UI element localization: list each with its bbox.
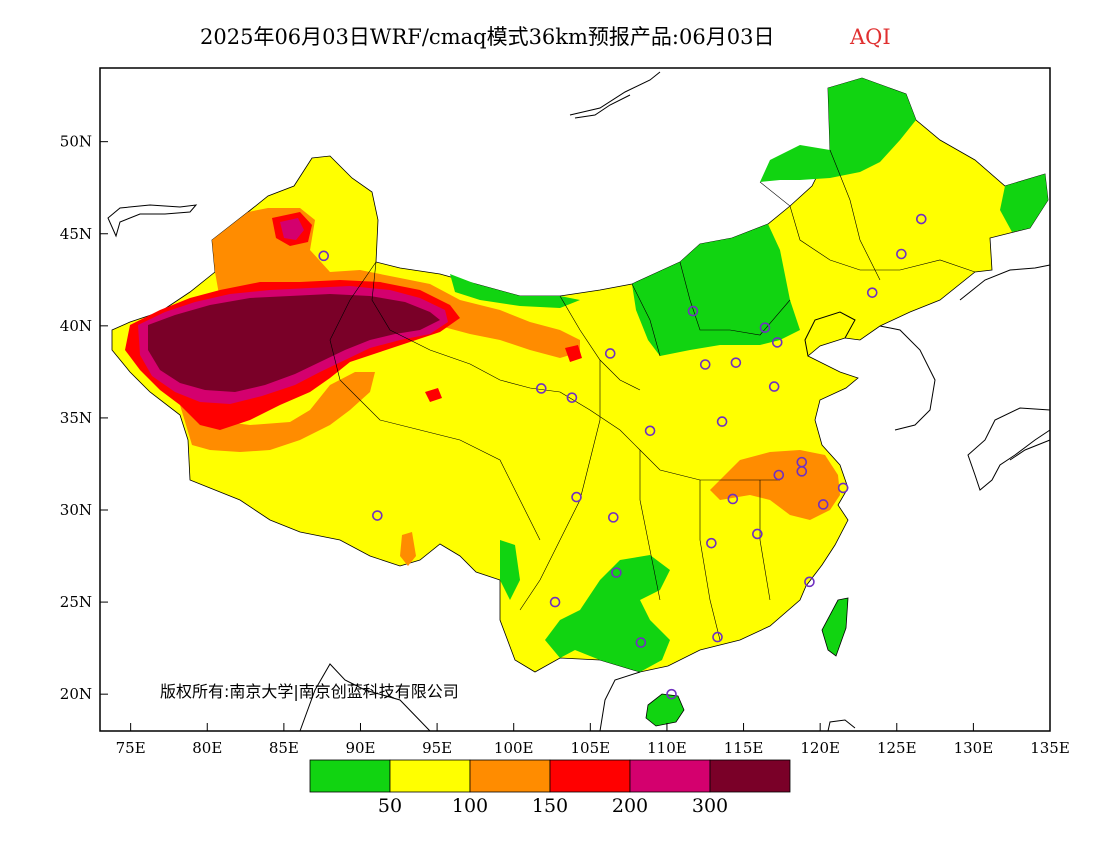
x-tick-label: 90E [345,739,375,757]
color-legend: 50 100 150 200 300 [309,759,791,817]
y-tick-label: 50N [60,133,92,151]
map-content [111,77,1049,727]
x-tick-label: 130E [954,739,994,757]
city-marker [604,348,616,359]
legend-label: 100 [452,795,488,817]
city-marker [837,482,849,494]
city-marker [549,596,561,608]
y-tick-label: 25N [60,593,92,611]
legend-label: 200 [612,795,648,817]
city-marker [706,537,717,549]
city-marker [318,250,330,262]
city-marker [915,213,927,225]
legend-swatch [469,759,551,793]
city-marker [896,248,907,260]
city-marker [730,357,742,368]
aqi-region-green-southwest [500,540,520,600]
coastline-korea-japan [879,264,1051,491]
city-marker [699,359,711,370]
aqi-region-red-spot-a [425,388,442,402]
city-marker [759,322,771,333]
y-tick-label: 30N [60,501,92,519]
aqi-region-green-northeast [760,78,916,182]
map-frame-border [99,67,1051,732]
x-tick-label: 95E [422,739,452,757]
aqi-region-orange-tibet [400,532,416,566]
city-marker [644,425,656,437]
legend-swatch [709,759,791,793]
aqi-region-orange-east [710,450,840,520]
city-markers [318,213,927,700]
legend-swatch [549,759,631,793]
map-title: 2025年06月03日WRF/cmaq模式36km预报产品:06月03日 [200,25,774,49]
legend-label: 300 [692,795,728,817]
x-tick-label: 120E [800,739,840,757]
x-tick-label: 110E [647,739,687,757]
city-marker [804,576,815,588]
y-tick-label: 20N [60,685,92,703]
legend-swatch [309,759,391,793]
city-marker [716,416,728,427]
aqi-region-orange-northwest [212,208,580,358]
taiwan-island [821,597,849,657]
coastline-southeast-asia [299,663,856,732]
legend-label: 150 [532,795,568,817]
city-marker [712,631,723,643]
legend-label: 50 [378,795,402,817]
coastline-bohai [804,311,856,357]
x-tick-label: 115E [724,739,764,757]
y-tick-label: 45N [60,225,92,243]
aqi-region-green-north [632,224,800,356]
aqi-region-red-spot-b [565,345,582,362]
x-tick-label: 85E [269,739,299,757]
x-tick-label: 80E [192,739,222,757]
city-marker [773,469,785,481]
aqi-region-magenta-north [280,218,304,240]
copyright-text: 版权所有:南京大学|南京创蓝科技有限公司 [160,682,459,701]
city-marker [817,499,829,510]
legend-swatch [629,759,711,793]
aqi-region-green-northwest-strip [450,274,580,308]
aqi-region-orange-southwest [180,372,375,452]
city-marker [768,381,780,392]
x-tick-label: 135E [1030,739,1070,757]
city-marker [866,287,878,298]
aqi-region-green-east [1000,174,1048,232]
y-tick-label: 40N [60,317,92,335]
hainan-island [645,693,685,727]
city-marker [611,567,622,578]
coastline-caspian [107,204,198,238]
y-tick-label: 35N [60,409,92,427]
city-marker [535,383,547,394]
x-tick-label: 125E [877,739,917,757]
city-marker [571,491,582,503]
city-marker [608,512,619,523]
x-axis: 75E 80E 85E 90E 95E 100E 105E 110E 115E 120E 125E 1… [116,723,1070,757]
legend-swatch [389,759,471,793]
coastline-russia-north [569,71,661,119]
city-marker [635,637,647,648]
x-tick-label: 100E [494,739,534,757]
aqi-region-green-south [545,555,670,672]
city-marker [372,510,383,521]
city-marker [727,493,739,505]
city-marker [687,305,699,317]
city-marker [566,392,578,403]
y-axis: 50N 45N 40N 35N 30N 25N 20N [60,133,108,703]
map-variable-label: AQI [849,25,891,49]
city-marker [771,337,783,348]
aqi-region-darkred [148,294,440,392]
x-tick-label: 105E [571,739,611,757]
city-marker [796,456,808,468]
x-tick-label: 75E [116,739,146,757]
city-marker [666,688,677,700]
city-marker [752,528,763,540]
aqi-region-yellow [111,77,1049,673]
